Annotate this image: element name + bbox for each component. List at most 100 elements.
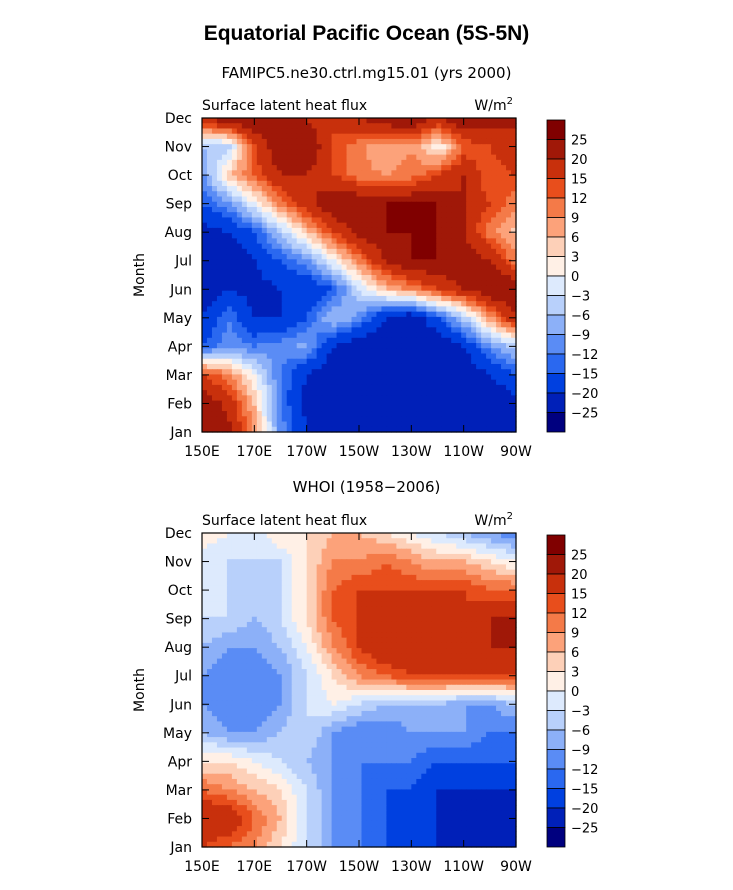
- heatmap-cell: [211, 138, 218, 145]
- heatmap-cell: [481, 611, 487, 618]
- panel-2-title: WHOI (1958−2006): [292, 478, 441, 496]
- heatmap-cell: [331, 285, 338, 292]
- heatmap-cell: [211, 222, 218, 229]
- heatmap-cell: [266, 285, 273, 292]
- heatmap-cell: [301, 384, 308, 391]
- heatmap-cell: [366, 275, 373, 281]
- heatmap-cell: [236, 264, 243, 271]
- heatmap-cell: [351, 180, 358, 187]
- heatmap-cell: [306, 170, 313, 177]
- heatmap-cell: [426, 180, 432, 187]
- heatmap-cell: [376, 358, 383, 365]
- heatmap-cell: [351, 118, 358, 124]
- heatmap-cell: [266, 316, 273, 323]
- heatmap-cell: [326, 254, 333, 260]
- heatmap-cell: [366, 123, 373, 130]
- heatmap-cell: [216, 569, 223, 576]
- heatmap-cell: [211, 180, 218, 187]
- heatmap-cell: [326, 348, 333, 355]
- heatmap-cell: [296, 574, 303, 581]
- heatmap-cell: [461, 580, 467, 586]
- heatmap-cell: [366, 574, 373, 581]
- heatmap-cell: [331, 426, 338, 433]
- heatmap-cell: [301, 280, 308, 287]
- heatmap-cell: [376, 337, 383, 344]
- heatmap-cell: [271, 574, 278, 581]
- heatmap-cell: [341, 533, 348, 539]
- heatmap-cell: [241, 306, 248, 313]
- heatmap-cell: [202, 295, 208, 302]
- heatmap-cell: [246, 217, 253, 224]
- heatmap-cell: [241, 332, 248, 339]
- heatmap-cell: [236, 543, 243, 550]
- heatmap-cell: [236, 159, 243, 166]
- heatmap-cell: [486, 159, 492, 166]
- heatmap-cell: [261, 306, 268, 313]
- heatmap-cell: [421, 580, 427, 586]
- heatmap-cell: [281, 217, 288, 224]
- heatmap-cell: [206, 421, 213, 428]
- heatmap-cell: [446, 343, 452, 349]
- heatmap-cell: [236, 564, 243, 571]
- heatmap-cell: [281, 353, 288, 360]
- heatmap-cell: [331, 363, 338, 370]
- heatmap-cell: [506, 574, 512, 581]
- heatmap-cell: [281, 222, 288, 229]
- heatmap-cell: [326, 133, 333, 140]
- heatmap-cell: [231, 426, 238, 433]
- heatmap-cell: [381, 553, 388, 560]
- heatmap-cell: [366, 196, 373, 203]
- heatmap-cell: [451, 611, 457, 618]
- heatmap-cell: [436, 400, 442, 407]
- heatmap-cell: [436, 606, 442, 613]
- heatmap-cell: [326, 353, 333, 360]
- heatmap-cell: [496, 212, 502, 219]
- heatmap-cell: [466, 290, 472, 297]
- heatmap-cell: [426, 569, 432, 576]
- heatmap-cell: [306, 149, 313, 156]
- heatmap-cell: [251, 400, 258, 407]
- heatmap-cell: [511, 595, 517, 602]
- heatmap-cell: [251, 217, 258, 224]
- heatmap-cell: [261, 316, 268, 323]
- heatmap-cell: [221, 343, 228, 349]
- heatmap-cell: [466, 217, 472, 224]
- heatmap-cell: [266, 311, 273, 318]
- heatmap-cell: [346, 405, 353, 412]
- heatmap-cell: [461, 133, 467, 140]
- heatmap-cell: [221, 175, 228, 182]
- heatmap-cell: [371, 400, 378, 407]
- heatmap-cell: [251, 264, 258, 271]
- heatmap-cell: [396, 275, 402, 281]
- heatmap-cell: [296, 348, 303, 355]
- heatmap-cell: [241, 569, 248, 576]
- heatmap-cell: [381, 280, 388, 287]
- heatmap-cell: [266, 212, 273, 219]
- heatmap-cell: [291, 332, 298, 339]
- heatmap-cell: [511, 580, 517, 586]
- heatmap-cell: [231, 301, 238, 307]
- heatmap-cell: [331, 379, 338, 386]
- heatmap-cell: [336, 322, 343, 328]
- heatmap-cell: [361, 133, 368, 140]
- heatmap-cell: [506, 585, 512, 592]
- heatmap-cell: [391, 186, 397, 192]
- heatmap-cell: [211, 585, 218, 592]
- heatmap-cell: [446, 369, 452, 376]
- heatmap-cell: [436, 601, 442, 607]
- heatmap-cell: [246, 543, 253, 550]
- y-tick-label-mar: Mar: [166, 368, 193, 384]
- heatmap-cell: [461, 191, 467, 198]
- heatmap-cell: [406, 616, 412, 623]
- heatmap-cell: [501, 384, 507, 391]
- heatmap-cell: [491, 180, 497, 187]
- heatmap-cell: [216, 343, 223, 349]
- heatmap-cell: [271, 222, 278, 229]
- heatmap-cell: [336, 306, 343, 313]
- heatmap-cell: [461, 590, 467, 597]
- heatmap-cell: [326, 543, 333, 550]
- heatmap-cell: [266, 543, 273, 550]
- heatmap-cell: [311, 254, 318, 260]
- heatmap-cell: [251, 154, 258, 161]
- heatmap-cell: [216, 280, 223, 287]
